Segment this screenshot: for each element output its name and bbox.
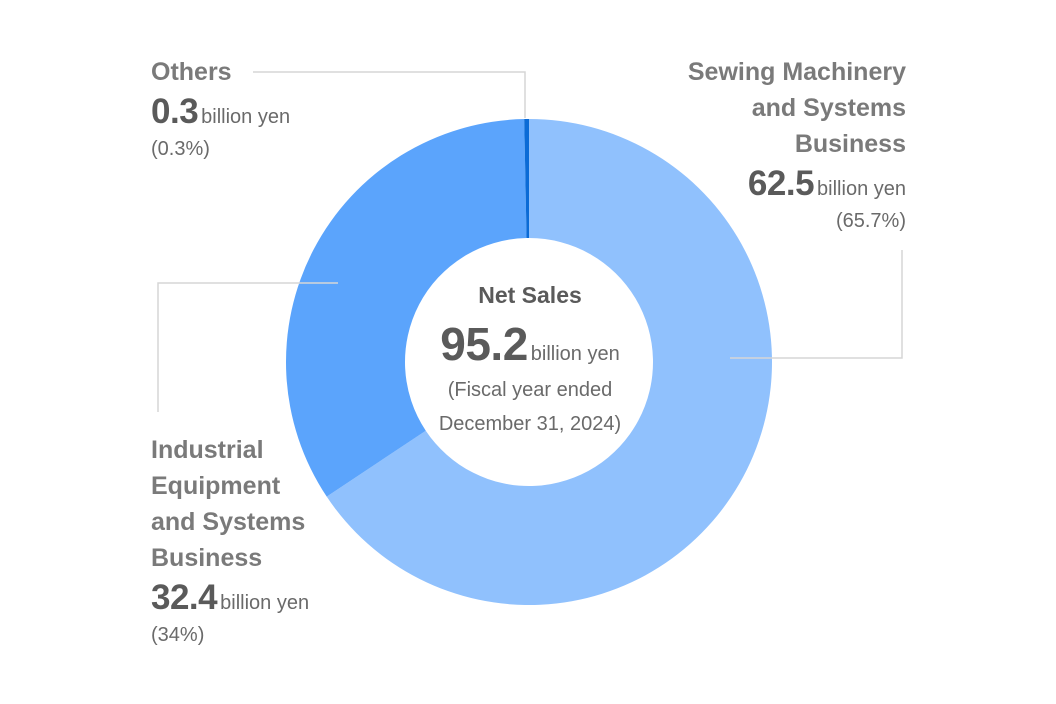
center-period-2: December 31, 2024): [438, 413, 622, 435]
label-industrial-name-3: and Systems: [151, 508, 306, 536]
slice-others: [524, 119, 529, 239]
label-industrial-name-2: Equipment: [151, 472, 281, 500]
label-others-value-line: 0.3 billion yen: [151, 92, 411, 132]
leader-others: [253, 71, 526, 118]
label-industrial-value-line: 32.4 billion yen: [151, 578, 411, 618]
center-unit: billion yen: [530, 343, 620, 365]
center-label: Net Sales 95.2 billion yen (Fiscal year …: [380, 282, 680, 439]
label-sewing-unit: billion yen: [817, 178, 906, 200]
label-sewing-name-3: Business: [794, 130, 906, 158]
leader-industrial: [157, 282, 338, 412]
leader-sewing: [730, 250, 903, 359]
center-value-line: 95.2 billion yen: [380, 317, 680, 371]
label-sewing-pct: (65.7%): [835, 210, 906, 232]
slice-sewing: [326, 119, 773, 606]
label-others: Others 0.3 billion yen (0.3%): [151, 54, 411, 161]
center-total: 95.2: [440, 318, 528, 370]
label-industrial-name-4: Business: [151, 544, 263, 572]
center-period-1: (Fiscal year ended: [447, 379, 613, 401]
label-industrial-unit: billion yen: [220, 592, 310, 614]
label-others-unit: billion yen: [201, 106, 291, 128]
label-industrial-name-1: Industrial: [151, 436, 264, 464]
label-sewing-value: 62.5: [747, 164, 815, 203]
label-sewing-name-1: Sewing Machinery: [687, 58, 906, 86]
label-others-name: Others: [151, 58, 232, 86]
center-title: Net Sales: [478, 282, 582, 308]
label-industrial: Industrial Equipment and Systems Busines…: [151, 432, 411, 647]
label-industrial-pct: (34%): [151, 624, 205, 646]
label-others-value: 0.3: [151, 92, 199, 131]
label-sewing: Sewing Machinery and Systems Business 62…: [576, 54, 906, 233]
label-others-pct: (0.3%): [151, 138, 210, 160]
label-sewing-name-2: and Systems: [751, 94, 906, 122]
slice-industrial: [286, 119, 527, 497]
label-sewing-value-line: 62.5 billion yen: [576, 164, 906, 204]
label-industrial-value: 32.4: [151, 578, 218, 617]
